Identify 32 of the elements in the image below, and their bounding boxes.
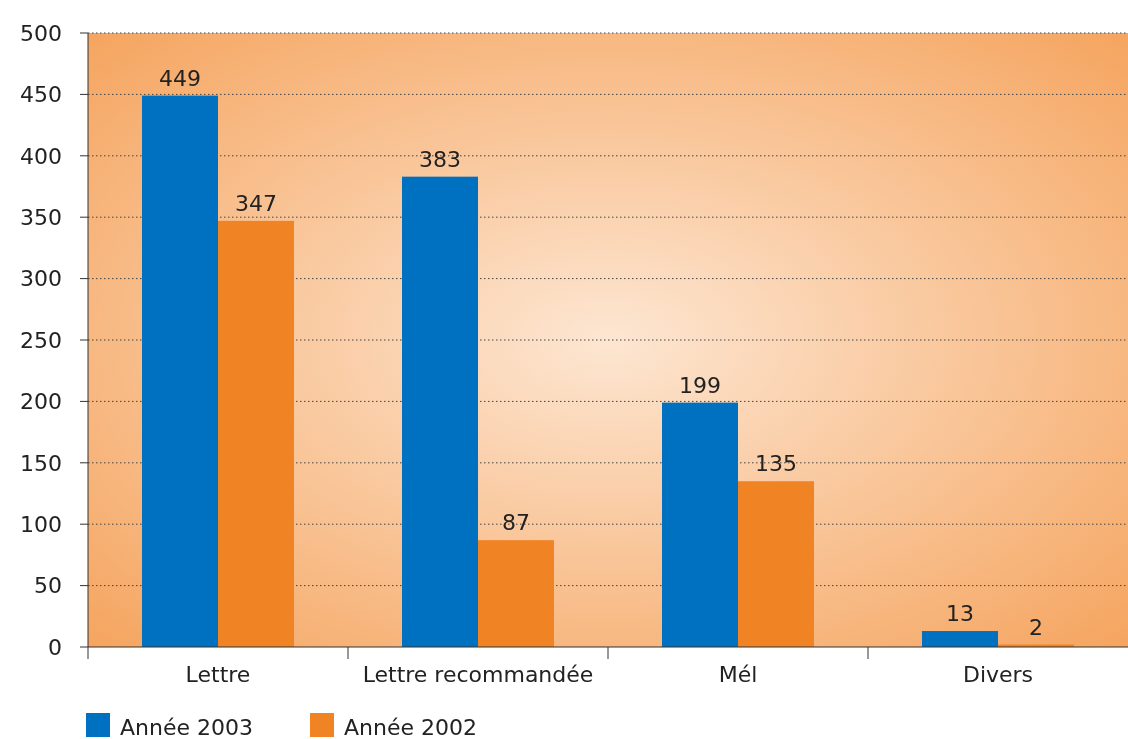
data-label: 135 xyxy=(755,451,797,477)
y-tick-label: 0 xyxy=(48,634,62,660)
y-tick-label: 450 xyxy=(20,82,62,108)
x-tick-label: Lettre recommandée xyxy=(362,662,594,687)
y-tick-label: 500 xyxy=(20,20,62,46)
data-label: 199 xyxy=(679,372,721,398)
data-label: 449 xyxy=(159,65,201,91)
bar xyxy=(738,481,814,647)
x-tick-label: Lettre xyxy=(185,662,251,687)
y-tick-label: 250 xyxy=(20,327,62,353)
legend-label: Année 2003 xyxy=(120,715,253,739)
data-label: 383 xyxy=(419,146,461,172)
bar xyxy=(402,176,478,647)
y-tick-label: 200 xyxy=(20,389,62,415)
y-tick-label: 150 xyxy=(20,450,62,476)
y-tick-label: 50 xyxy=(34,573,62,599)
bar xyxy=(218,220,294,647)
data-label: 13 xyxy=(946,601,974,627)
bar xyxy=(662,402,738,647)
y-tick-label: 100 xyxy=(20,511,62,537)
data-label: 87 xyxy=(502,510,530,536)
y-tick-label: 350 xyxy=(20,204,62,230)
bar xyxy=(478,540,554,647)
data-label: 2 xyxy=(1029,614,1043,640)
data-label: 347 xyxy=(235,190,277,216)
legend-label: Année 2002 xyxy=(344,715,477,739)
bar xyxy=(142,95,218,647)
x-tick-label: Mél xyxy=(718,662,758,687)
bar xyxy=(922,631,998,647)
y-tick-label: 400 xyxy=(20,143,62,169)
x-tick-label: Divers xyxy=(962,662,1034,687)
y-tick-label: 300 xyxy=(20,266,62,292)
